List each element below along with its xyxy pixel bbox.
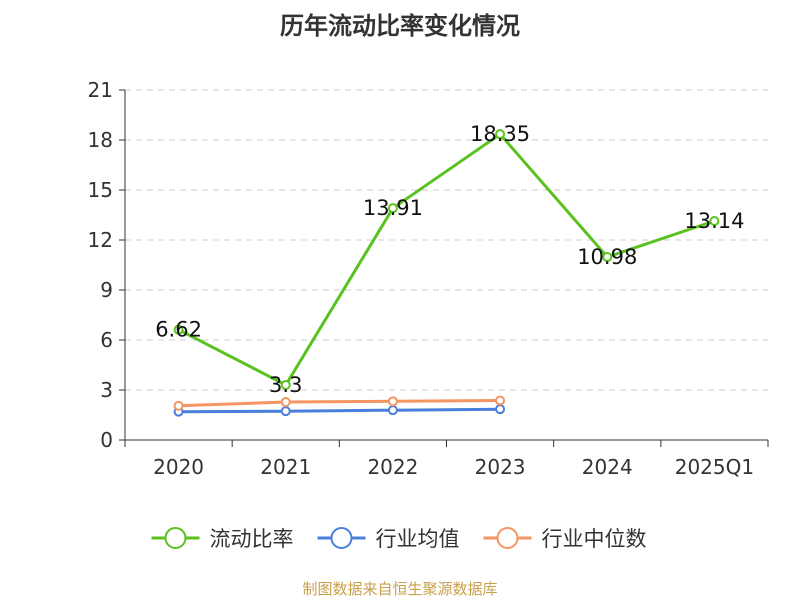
x-tick-label: 2022 <box>367 455 418 479</box>
series-lines <box>173 129 720 417</box>
data-label: 13.91 <box>363 196 423 220</box>
x-tick-label: 2023 <box>475 455 526 479</box>
data-labels: 6.62 3.3 13.91 18.35 10.98 13.14 <box>155 122 744 397</box>
legend[interactable]: 流动比率 行业均值 行业中位数 <box>151 527 647 551</box>
data-point[interactable] <box>280 397 291 407</box>
y-tick-label: 0 <box>100 428 113 452</box>
data-label: 6.62 <box>155 318 202 342</box>
data-label: 10.98 <box>577 245 637 269</box>
x-tick-label: 2020 <box>153 455 204 479</box>
data-label: 18.35 <box>470 122 530 146</box>
series-line <box>178 399 501 408</box>
legend-item[interactable]: 行业中位数 <box>483 527 647 551</box>
legend-label: 流动比率 <box>210 527 294 551</box>
x-tick-label: 2024 <box>582 455 633 479</box>
x-tick-label: 2021 <box>260 455 311 479</box>
legend-marker <box>330 527 353 549</box>
data-point[interactable] <box>709 216 720 226</box>
grid-lines <box>125 89 768 391</box>
legend-marker <box>164 527 187 549</box>
source-note: 制图数据来自恒生聚源数据库 <box>302 580 498 598</box>
legend-item[interactable]: 行业均值 <box>317 527 460 551</box>
data-point[interactable] <box>280 380 291 390</box>
data-point[interactable] <box>602 252 613 262</box>
y-tick-label: 6 <box>100 328 113 352</box>
data-point[interactable] <box>387 203 398 214</box>
y-tick-label: 9 <box>100 278 113 302</box>
legend-marker <box>496 527 519 549</box>
chart-title: 历年流动比率变化情况 <box>280 12 520 40</box>
data-point[interactable] <box>387 396 398 407</box>
y-tick-label: 18 <box>88 128 113 152</box>
data-label: 13.14 <box>684 209 744 233</box>
data-point[interactable] <box>280 406 291 417</box>
data-point[interactable] <box>495 395 506 406</box>
data-point[interactable] <box>387 405 398 416</box>
y-tick-label: 3 <box>100 378 113 402</box>
data-point[interactable] <box>495 129 506 140</box>
axes: 0 3 6 9 12 15 18 21 2020 2021 2022 2023 2024 2025Q1 <box>88 78 769 479</box>
legend-label: 行业均值 <box>376 527 460 551</box>
legend-item[interactable]: 流动比率 <box>151 527 294 551</box>
data-point[interactable] <box>495 404 506 415</box>
y-tick-label: 12 <box>88 228 113 252</box>
data-point[interactable] <box>173 324 184 335</box>
y-tick-label: 21 <box>88 78 113 102</box>
data-point[interactable] <box>173 400 184 411</box>
x-tick-label: 2025Q1 <box>675 455 754 479</box>
legend-label: 行业中位数 <box>542 527 647 551</box>
data-label: 3.3 <box>269 373 302 397</box>
series-line <box>177 132 715 387</box>
series-line <box>178 407 501 414</box>
y-tick-label: 15 <box>88 178 113 202</box>
